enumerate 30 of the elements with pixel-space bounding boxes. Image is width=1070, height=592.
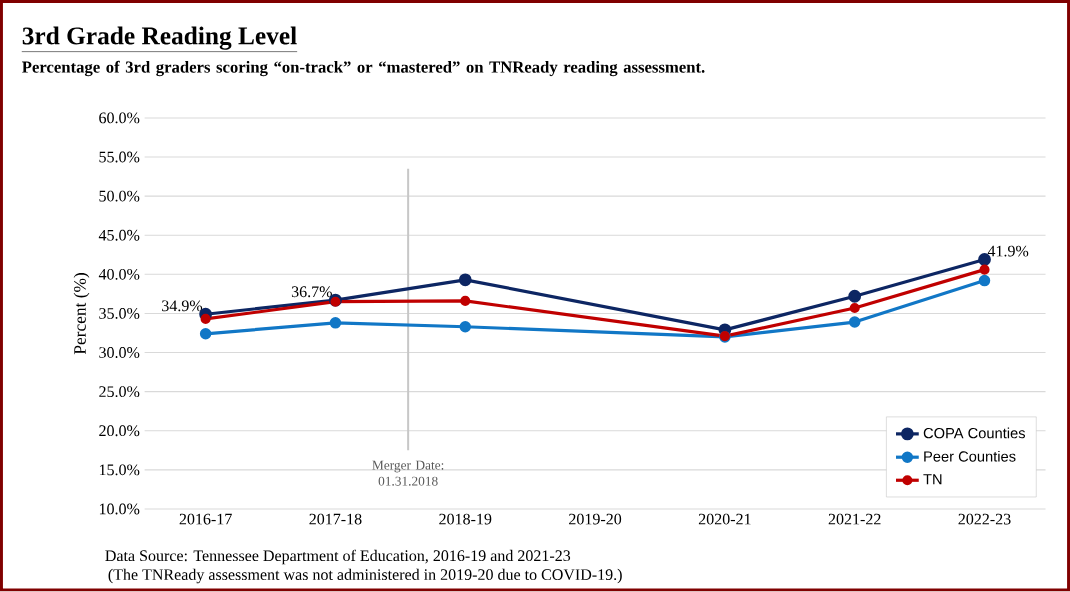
x-tick-label: 2019-20 (569, 513, 622, 525)
text: (The TNReady assessment was not administered in 2019-20 due to COVID-19.) (108, 568, 622, 584)
legend-label: Peer Counties (924, 451, 1016, 462)
y-tick-label: 60.0% (99, 112, 140, 124)
legend-label: COPA Counties (923, 427, 1026, 439)
y-tick-label: 20.0% (99, 425, 140, 437)
y-tick-label: 15.0% (99, 464, 140, 476)
y-tick-label: 40.0% (98, 269, 140, 281)
x-tick-label: 2018-19 (439, 513, 492, 525)
y-tick-label: 25.0% (99, 386, 140, 398)
chart-title: 3rd Grade Reading Level (22, 26, 297, 50)
y-tick-label: 55.0% (99, 151, 140, 163)
source-note: Data Source: Tennessee Department of Education, 2016-19 and 2021-23 (105, 549, 571, 565)
x-tick-label: 2022-23 (958, 513, 1011, 525)
y-tick-label: 30.0% (99, 347, 140, 359)
y-tick-label: 35.0% (99, 308, 140, 320)
y-tick-label: 50.0% (99, 190, 140, 202)
x-tick-label: 2020-21 (698, 513, 751, 525)
legend-label: TN (923, 474, 942, 485)
x-tick-label: 2021-22 (828, 513, 881, 525)
data-label: 41.9% (987, 245, 1029, 257)
data-label: 34.9% (162, 300, 203, 312)
x-tick-label: 2017-18 (309, 513, 362, 525)
data-label: 36.7% (291, 286, 332, 298)
chart-subtitle: Percentage of 3rd graders scoring “on-track” or “mastered” on TNReady reading assessment. (22, 61, 705, 77)
x-tick-label: 2016-17 (179, 513, 232, 525)
annotation: Merger Date: 01.31.2018 (372, 460, 444, 486)
y-tick-label: 45.0% (98, 230, 140, 241)
y-axis-title: Percent (%) (73, 273, 90, 355)
y-tick-label: 10.0% (99, 503, 140, 515)
